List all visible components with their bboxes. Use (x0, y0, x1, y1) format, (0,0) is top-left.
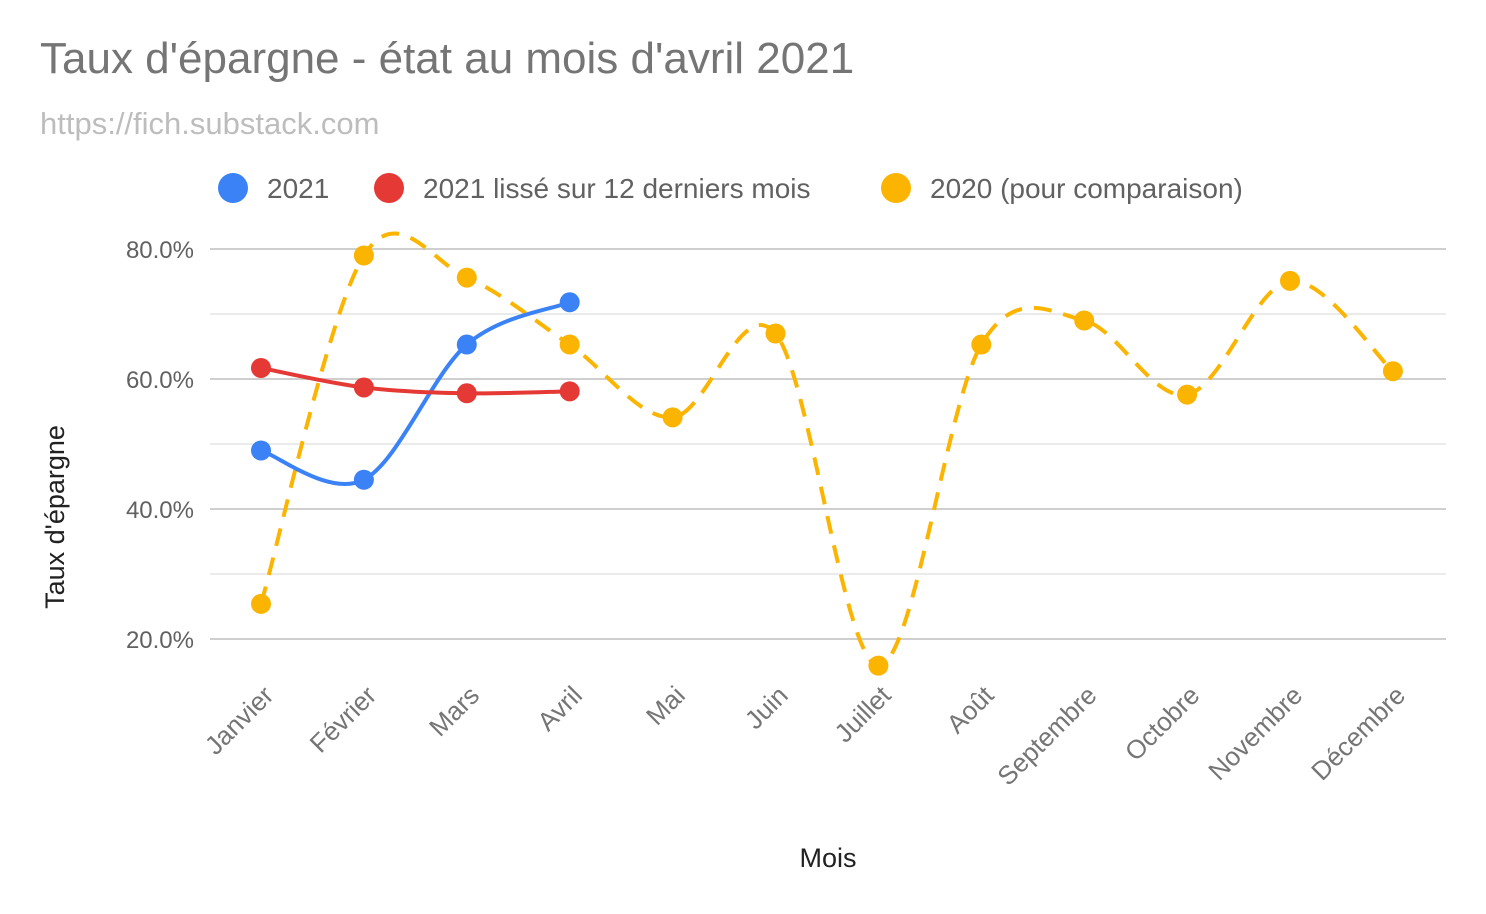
data-point (251, 440, 271, 461)
chart-title: Taux d'épargne - état au mois d'avril 20… (40, 34, 855, 83)
y-tick-label: 20.0% (126, 627, 194, 654)
data-point (251, 357, 271, 378)
legend-item: 2021 lissé sur 12 derniers mois (374, 173, 811, 204)
data-point (971, 334, 992, 355)
y-tick-label: 80.0% (126, 237, 194, 264)
data-point (353, 469, 374, 490)
legend-item: 2020 (pour comparaison) (881, 173, 1243, 204)
data-point (868, 655, 889, 676)
x-tick-label: Février (304, 680, 383, 759)
legend-label: 2021 (267, 173, 329, 204)
legend-marker (218, 173, 248, 203)
data-point (559, 334, 580, 355)
y-axis-title: Taux d'épargne (40, 425, 70, 609)
data-point (1074, 310, 1095, 331)
data-point (559, 381, 580, 402)
legend-item: 2021 (218, 173, 329, 204)
gridlines (210, 248, 1446, 640)
data-point (559, 292, 580, 313)
legend-marker (374, 173, 404, 203)
data-point (1280, 270, 1300, 291)
x-tick-label: Septembre (991, 680, 1102, 791)
legend-marker (881, 173, 911, 203)
y-tick-label: 60.0% (126, 367, 194, 394)
data-point (251, 593, 271, 614)
x-tick-label: Mars (423, 680, 485, 742)
series-line (259, 231, 1395, 668)
series-line (260, 300, 571, 487)
x-tick-label: Octobre (1119, 680, 1206, 767)
legend-label: 2021 lissé sur 12 derniers mois (423, 173, 811, 204)
data-point (1177, 384, 1198, 405)
x-tick-label: Juillet (828, 679, 897, 748)
data-point (765, 323, 786, 344)
x-tick-label: Janvier (199, 680, 280, 761)
data-point (456, 267, 477, 288)
data-point (662, 407, 683, 428)
y-tick-label: 40.0% (126, 497, 194, 524)
data-point (1382, 361, 1403, 382)
series-line (260, 365, 570, 396)
data-point (353, 377, 374, 398)
legend: 2021 2021 lissé sur 12 derniers mois 2020 … (218, 173, 1243, 204)
x-tick-label: Décembre (1305, 680, 1411, 786)
series-1 (251, 357, 580, 404)
x-axis-ticks: Janvier Février Mars Avril Mai Juin Juillet Aoû… (199, 679, 1411, 791)
data-point (456, 383, 477, 404)
series-0 (251, 292, 580, 490)
x-tick-label: Novembre (1202, 680, 1308, 786)
x-tick-label: Août (940, 679, 1000, 739)
x-tick-label: Mai (640, 680, 691, 731)
legend-label: 2020 (pour comparaison) (930, 173, 1243, 204)
y-axis-ticks: 20.0% 40.0% 60.0% 80.0% (126, 237, 194, 654)
series-2 (251, 231, 1403, 676)
x-tick-label: Avril (531, 680, 588, 737)
x-axis-title: Mois (799, 843, 856, 873)
series-layer (251, 231, 1403, 676)
x-tick-label: Juin (739, 680, 794, 735)
chart-subtitle: https://fich.substack.com (40, 106, 380, 141)
data-point (353, 245, 374, 266)
data-point (456, 334, 477, 355)
